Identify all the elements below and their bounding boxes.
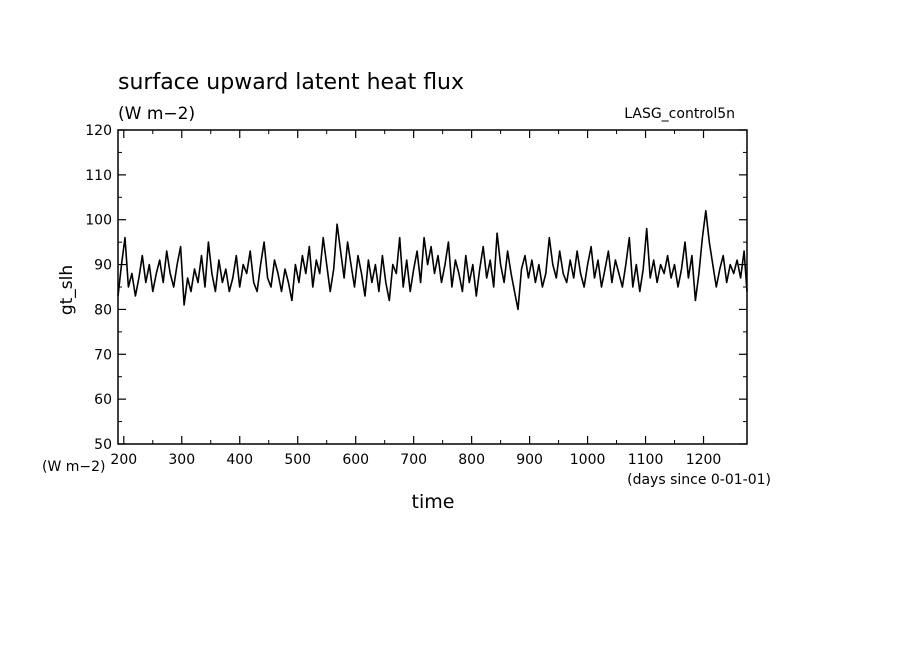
y-tick-label: 100 (85, 213, 112, 229)
y-tick-label: 50 (94, 437, 112, 453)
plot-frame (117, 129, 748, 445)
x-tick-label: 500 (284, 452, 311, 468)
y-tick-label: 60 (94, 392, 112, 408)
series-line (117, 209, 748, 311)
x-tick-label: 800 (458, 452, 485, 468)
y-tick-label: 80 (94, 302, 112, 318)
y-tick-label: 110 (85, 168, 112, 184)
x-tick-label: 900 (516, 452, 543, 468)
source-label: LASG_control5n (624, 106, 735, 122)
x-tick-label: 200 (110, 452, 137, 468)
x-tick-label: 1100 (628, 452, 664, 468)
y-tick-label: 70 (94, 347, 112, 363)
x-tick-label: 1000 (570, 452, 606, 468)
x-tick-label: 1200 (686, 452, 722, 468)
axis-ticks: 200 300 400 500 600 700 800 900 1000 1100 1200 50 60… (85, 123, 747, 468)
x-tick-label: 300 (168, 452, 195, 468)
x-tick-label: 700 (400, 452, 427, 468)
series-lines (117, 209, 748, 311)
x-tick-label: 600 (342, 452, 369, 468)
x-axis-unit: (days since 0-01-01) (627, 472, 771, 488)
y-axis-label: gt_slh (57, 265, 77, 315)
x-tick-label: 400 (226, 452, 253, 468)
y-tick-label: 120 (85, 123, 112, 139)
y-axis-unit: (W m−2) (42, 459, 106, 475)
chart-title: surface upward latent heat flux (118, 70, 464, 95)
y-tick-label: 90 (94, 258, 112, 274)
x-axis-label: time (412, 491, 455, 513)
chart-subtitle: (W m−2) (118, 104, 195, 124)
